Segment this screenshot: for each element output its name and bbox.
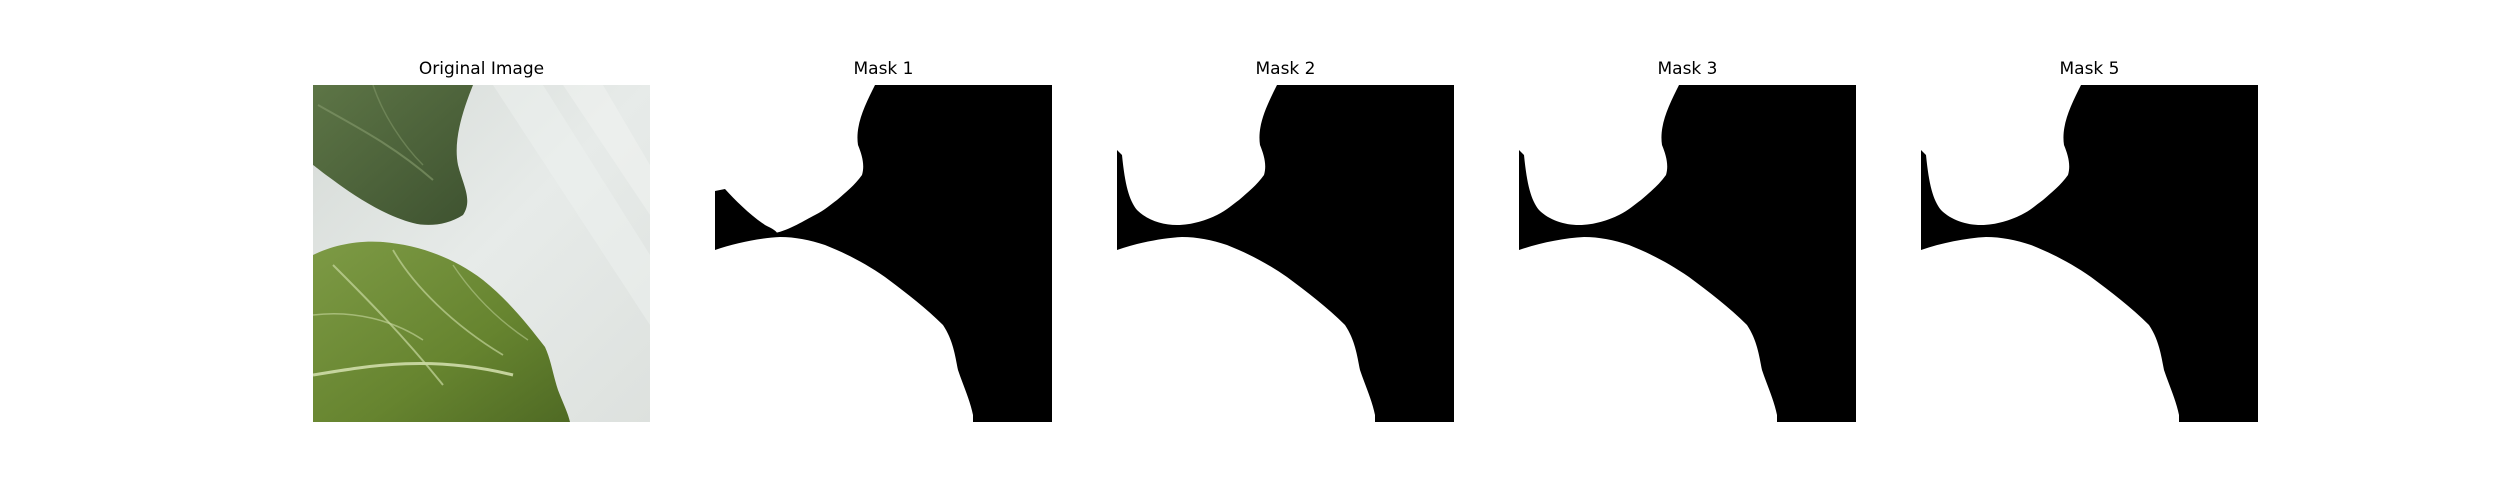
panel-title: Mask 2 (1255, 59, 1316, 79)
bottom-leaf (313, 241, 570, 422)
mask-region (1921, 237, 2179, 422)
mask-2-svg (1117, 85, 1454, 422)
top-leaf-vein (317, 104, 434, 181)
mask-region (715, 237, 973, 422)
mask-1-svg (715, 85, 1052, 422)
top-leaf-vein (372, 85, 424, 166)
bottom-leaf-vein (452, 264, 529, 341)
mask-region (1921, 85, 2081, 225)
mask-image (1117, 85, 1454, 422)
bottom-leaf-vein (332, 264, 444, 386)
mask-image (715, 85, 1052, 422)
light-streak (563, 85, 650, 215)
mask-region (1519, 237, 1777, 422)
original-photo-svg (313, 85, 650, 422)
panel-title: Mask 1 (853, 59, 914, 79)
mask-region (715, 189, 777, 247)
light-streak (493, 85, 650, 325)
bottom-leaf-vein (392, 249, 504, 356)
mask-region (1117, 85, 1277, 225)
mask-5-svg (1921, 85, 2258, 422)
mask-region (1519, 85, 1679, 225)
panel-title: Mask 3 (1657, 59, 1718, 79)
panel-title: Mask 5 (2059, 59, 2120, 79)
mask-image (1921, 85, 2258, 422)
panel-title: Original Image (418, 59, 545, 79)
mask-region (715, 85, 875, 234)
mask-image (1519, 85, 1856, 422)
bottom-leaf-vein (313, 312, 424, 341)
mask-region (1117, 237, 1375, 422)
top-leaf (313, 85, 473, 225)
original-image (313, 85, 650, 422)
mask-3-svg (1519, 85, 1856, 422)
bottom-leaf-vein (313, 361, 514, 377)
